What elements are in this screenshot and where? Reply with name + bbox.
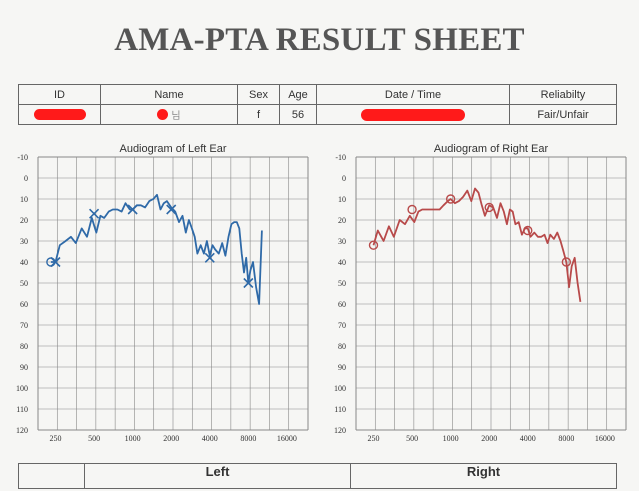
sex-value: f: [237, 104, 280, 125]
left-y-tick-label: 30: [20, 237, 28, 246]
date-time-value: [316, 104, 510, 125]
right-threshold-line: [372, 187, 582, 303]
left-x-marker: [89, 208, 100, 219]
left-y-tick-label: 10: [20, 195, 28, 204]
right-y-tick-label: 120: [334, 426, 346, 435]
left-x-tick-label: 1000: [125, 434, 141, 443]
right-y-tick-label: 80: [338, 342, 346, 351]
right-y-tick-label: -10: [335, 153, 346, 162]
left-y-tick-label: 90: [20, 363, 28, 372]
left-x-tick-label: 4000: [202, 434, 218, 443]
right-x-tick-label: 8000: [558, 434, 574, 443]
left-y-tick-label: -10: [17, 153, 28, 162]
right-y-tick-label: 30: [338, 237, 346, 246]
left-y-tick-label: 70: [20, 321, 28, 330]
name-fragment: 님: [171, 111, 181, 122]
right-circle-marker: [368, 240, 379, 250]
right-y-tick-label: 100: [334, 384, 346, 393]
left-x-marker: [127, 204, 138, 215]
left-x-marker: [243, 277, 254, 289]
right-y-tick-label: 20: [338, 216, 346, 225]
summary-left-header: Left: [84, 463, 351, 489]
page-title: AMA-PTA RESULT SHEET: [114, 22, 525, 58]
left-y-tick-label: 0: [24, 174, 28, 183]
header-reliability: Reliabilty: [509, 84, 617, 105]
left-x-tick-label: 250: [50, 434, 62, 443]
right-x-tick-label: 500: [406, 434, 418, 443]
right-circle-marker: [523, 225, 533, 236]
left-x-marker: [166, 204, 177, 215]
left-threshold-line: [50, 193, 263, 305]
left-x-marker: [204, 252, 215, 263]
right-x-tick-label: 2000: [481, 434, 497, 443]
right-y-tick-label: 50: [338, 279, 346, 288]
right-x-tick-label: 250: [368, 434, 380, 443]
left-grid: [37, 156, 309, 431]
right-y-tick-label: 110: [334, 405, 346, 414]
results-summary-table: Left Right: [18, 463, 617, 489]
right-circle-marker: [484, 202, 494, 213]
right-circle-marker: [407, 204, 417, 215]
right-y-tick-label: 40: [338, 258, 346, 267]
patient-info-table: ID Name Sex Age Date / Time Reliabilty 님…: [18, 84, 617, 125]
header-age: Age: [279, 84, 317, 105]
header-date-time: Date / Time: [316, 84, 510, 105]
left-y-tick-label: 80: [20, 342, 28, 351]
right-ear-audiogram: Audiogram of Right Ear -10 0 10 20 30 40 50 60 70…: [334, 143, 627, 443]
id-redaction: [33, 109, 86, 121]
left-x-tick-label: 16000: [277, 434, 297, 443]
right-x-tick-label: 1000: [443, 434, 459, 443]
header-name: Name: [100, 84, 238, 105]
right-circle-marker: [561, 257, 572, 267]
left-x-marker: [50, 256, 61, 268]
left-x-tick-label: 500: [88, 434, 100, 443]
left-x-tick-label: 2000: [163, 434, 179, 443]
date-redaction: [361, 108, 465, 121]
right-circle-marker: [445, 194, 456, 204]
right-y-tick-label: 10: [338, 195, 346, 204]
right-grid: [355, 156, 627, 431]
left-y-tick-label: 100: [16, 384, 28, 393]
left-y-tick-label: 120: [16, 426, 28, 435]
age-value: 56: [279, 104, 317, 125]
left-x-tick-label: 8000: [240, 434, 256, 443]
info-header-row: ID Name Sex Age Date / Time Reliabilty: [18, 84, 617, 105]
left-y-tick-label: 60: [20, 300, 28, 309]
right-chart-title: Audiogram of Right Ear: [434, 143, 549, 155]
header-id: ID: [18, 84, 101, 105]
right-y-tick-label: 0: [342, 174, 346, 183]
summary-right-header: Right: [350, 463, 617, 489]
left-y-tick-label: 50: [20, 279, 28, 288]
id-value: [18, 104, 101, 125]
right-y-tick-label: 60: [338, 300, 346, 309]
right-x-tick-label: 4000: [520, 434, 536, 443]
left-ear-audiogram: Audiogram of Left Ear -10 0 10 20 30 40 50 60 70 8…: [16, 143, 309, 443]
summary-corner-cell: [18, 463, 85, 489]
left-chart-title: Audiogram of Left Ear: [119, 143, 226, 155]
info-value-row: 님 f 56 Fair/Unfair: [18, 104, 617, 125]
right-y-tick-label: 90: [338, 363, 346, 372]
name-value: 님: [100, 104, 238, 125]
name-redaction: [157, 109, 169, 120]
left-y-tick-label: 110: [16, 405, 28, 414]
left-y-tick-label: 20: [20, 216, 28, 225]
right-y-tick-label: 70: [338, 321, 346, 330]
reliability-value: Fair/Unfair: [509, 104, 617, 125]
header-sex: Sex: [237, 84, 280, 105]
left-y-tick-label: 40: [20, 258, 28, 267]
right-x-tick-label: 16000: [595, 434, 615, 443]
